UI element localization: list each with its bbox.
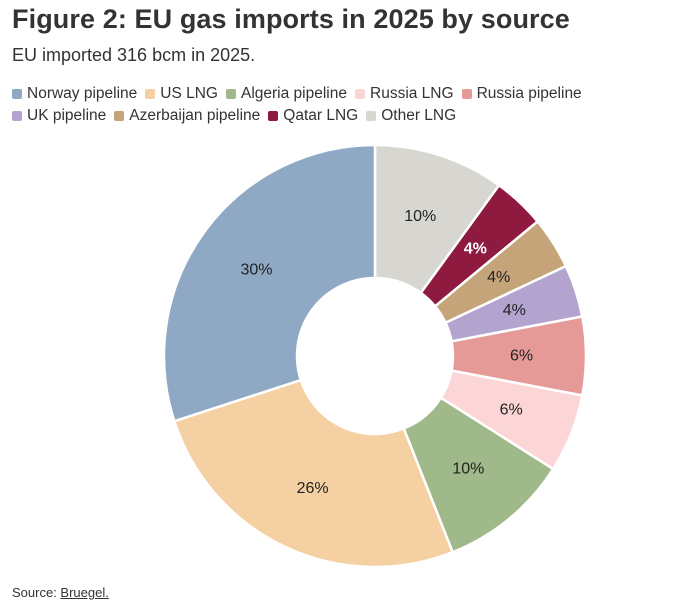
slice-label-algeria-pipeline: 10% [452,460,484,477]
legend-item-russia-pipeline: Russia pipeline [461,85,582,103]
legend-swatch [268,111,279,121]
legend-swatch [226,89,236,99]
legend-item-other-lng: Other LNG [366,107,456,125]
legend-item-uk-pipeline: UK pipeline [12,107,106,125]
legend-label: Qatar LNG [283,107,359,124]
slice-label-other-lng: 10% [404,208,436,225]
legend-label: Russia LNG [370,85,454,102]
source-prefix: Source: [12,585,61,600]
legend-label: Azerbaijan pipeline [129,107,261,124]
slice-label-azerbaijan-pipeline: 4% [487,269,510,286]
slice-label-qatar-lng: 4% [464,241,487,258]
slice-label-russia-lng: 6% [500,401,523,418]
legend-label: Algeria pipeline [241,85,347,102]
slice-label-uk-pipeline: 4% [503,302,526,319]
legend-label: US LNG [160,85,218,102]
chart-title: Figure 2: EU gas imports in 2025 by sour… [12,4,570,34]
chart-legend: Norway pipeline US LNG Algeria pipeline Rus… [12,85,662,125]
slice-label-russia-pipeline: 6% [510,348,533,365]
legend-swatch [12,89,22,99]
legend-swatch [366,111,377,121]
source-link[interactable]: Bruegel. [60,585,109,600]
legend-swatch [12,111,22,121]
slice-us-lng [173,378,454,569]
legend-label: UK pipeline [27,107,107,124]
legend-swatch [355,89,365,99]
legend-item-us-lng: US LNG [145,85,218,103]
legend-swatch [145,89,156,99]
legend-label: Russia pipeline [476,85,582,102]
slice-label-norway-pipeline: 30% [240,261,272,278]
legend-label: Norway pipeline [27,85,138,102]
chart-subtitle: EU imported 316 bcm in 2025. [12,45,256,65]
source-note: Source: Bruegel. [12,585,109,600]
legend-label: Other LNG [381,107,457,124]
legend-swatch [114,111,125,121]
legend-item-algeria-pipeline: Algeria pipeline [226,85,347,103]
legend-swatch [461,89,472,99]
legend-item-norway-pipeline: Norway pipeline [12,85,137,103]
legend-item-qatar-lng: Qatar LNG [268,107,358,125]
slice-label-us-lng: 26% [297,480,329,497]
legend-item-azerbaijan-pipeline: Azerbaijan pipeline [114,107,260,125]
slice-norway-pipeline [162,143,377,423]
legend-item-russia-lng: Russia LNG [355,85,454,103]
